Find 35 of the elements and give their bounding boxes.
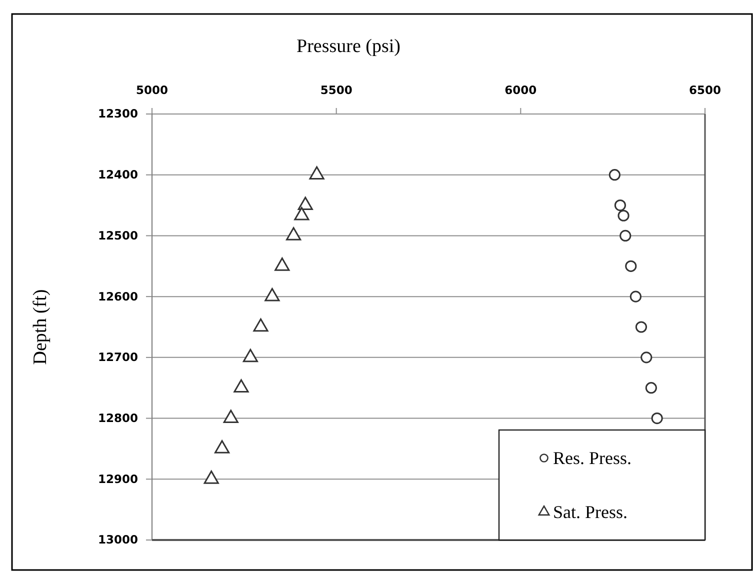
point (274, 258, 290, 271)
x-axis-title: Pressure (psi) (296, 36, 400, 57)
point (223, 410, 238, 423)
point (608, 169, 620, 181)
y-tick-label: 12600 (98, 289, 138, 304)
y-tick-label: 12400 (98, 168, 138, 182)
y-tick-label: 12300 (98, 106, 138, 121)
point (614, 200, 626, 212)
x-tick-label: 5000 (136, 83, 168, 97)
point (253, 318, 268, 332)
point (286, 227, 302, 240)
point (309, 166, 324, 180)
y-tick-label: 12500 (98, 228, 138, 242)
point (234, 379, 249, 393)
y-axis-title: Depth (ft) (30, 289, 51, 365)
point (630, 290, 642, 302)
legend-label: Sat. Press. (553, 502, 628, 522)
y-tick-label: 12700 (98, 350, 138, 364)
y-tick-label: 12900 (98, 472, 138, 486)
y-tick-label: 12800 (98, 410, 138, 425)
point (204, 470, 219, 484)
point (214, 440, 230, 454)
point (618, 210, 630, 222)
point (264, 288, 280, 302)
point (298, 196, 313, 210)
point (242, 348, 258, 362)
point (294, 207, 310, 220)
legend-label: Res. Press. (553, 448, 632, 468)
point (625, 260, 637, 272)
x-tick-label: 6500 (688, 83, 722, 97)
x-tick-label: 5500 (320, 83, 352, 97)
y-tick-label: 13000 (98, 532, 138, 547)
point (620, 230, 632, 242)
x-tick-label: 6000 (504, 83, 537, 97)
point (635, 321, 648, 333)
